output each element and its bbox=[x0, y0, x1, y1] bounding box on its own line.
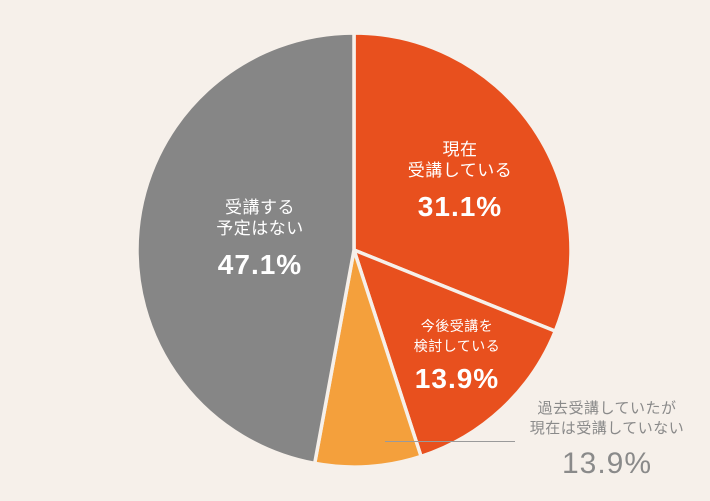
label-currently-line2: 受講している bbox=[407, 161, 513, 182]
label-considering-line1: 今後受講を bbox=[420, 319, 494, 335]
label-no-plan-line1: 受講する bbox=[225, 198, 295, 218]
label-past-attended: 過去受講していたが 現在は受講していない 13.9% bbox=[512, 398, 702, 482]
label-past-line2: 現在は受講していない bbox=[529, 419, 685, 438]
label-past-line1: 過去受講していたが bbox=[537, 399, 677, 417]
slice-past-attended bbox=[312, 248, 423, 469]
label-no-plan-percent: 47.1% bbox=[217, 248, 303, 280]
slice-no-plan bbox=[135, 31, 356, 466]
leader-line bbox=[385, 441, 515, 442]
label-no-plan-line2: 予定はない bbox=[216, 219, 304, 240]
label-currently-percent: 31.1% bbox=[417, 190, 503, 222]
label-considering-line2: 検討している bbox=[413, 338, 501, 355]
label-considering-percent: 13.9% bbox=[414, 363, 500, 395]
label-considering: 今後受講を 検討している 13.9% bbox=[392, 318, 522, 396]
label-currently-line1: 現在 bbox=[442, 140, 478, 160]
label-currently-attending: 現在 受講している 31.1% bbox=[380, 140, 540, 224]
label-past-percent: 13.9% bbox=[561, 446, 653, 480]
label-no-plan: 受講する 予定はない 47.1% bbox=[185, 198, 335, 282]
slice-currently-attending bbox=[352, 31, 573, 333]
